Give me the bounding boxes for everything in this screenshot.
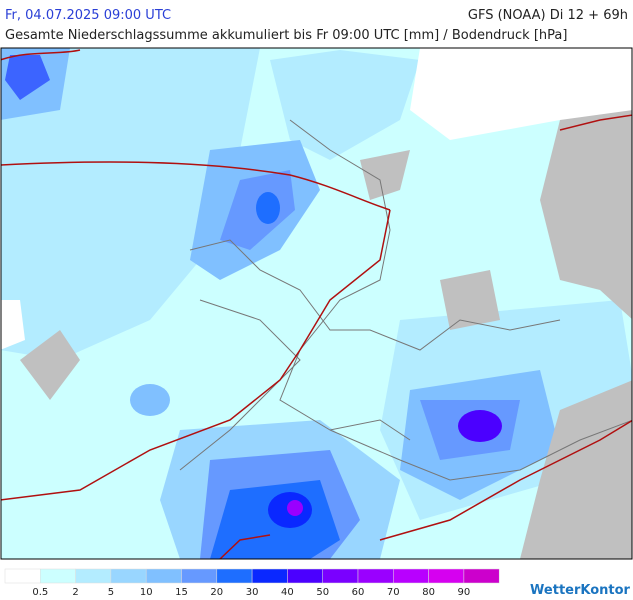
legend-swatch	[145, 568, 182, 584]
model: GFS (NOAA) Di 12 + 69h	[468, 8, 628, 23]
legend-label: 80	[422, 587, 435, 598]
legend-swatch	[181, 568, 218, 584]
legend-label: 0.5	[32, 587, 48, 598]
legend-label: 40	[281, 587, 294, 598]
legend-label: 5	[108, 587, 114, 598]
subtitle: Gesamte Niederschlagssumme akkumuliert b…	[5, 28, 567, 43]
legend-label: 10	[140, 587, 153, 598]
legend-swatch	[463, 568, 500, 584]
legend-label: 20	[210, 587, 223, 598]
legend-swatch	[4, 568, 41, 584]
legend-label: 60	[352, 587, 365, 598]
legend-swatch	[287, 568, 323, 584]
legend-label: 30	[246, 587, 259, 598]
legend-label: 70	[387, 587, 400, 598]
legend-swatch	[75, 568, 112, 584]
legend-label: 2	[72, 587, 78, 598]
legend-swatch	[393, 568, 429, 584]
logo: WetterKontor	[530, 583, 631, 598]
legend-swatch	[251, 568, 288, 584]
legend-label: 90	[458, 587, 471, 598]
legend-swatch	[110, 568, 147, 584]
legend-label: 50	[316, 587, 329, 598]
time: Fr, 04.07.2025 09:00 UTC	[5, 8, 171, 23]
legend-swatch	[322, 568, 359, 584]
legend-swatch	[40, 568, 76, 584]
legend-swatch	[216, 568, 253, 584]
legend-swatch	[357, 568, 394, 584]
map	[0, 47, 633, 560]
legend-swatch	[428, 568, 465, 584]
legend: 0.5 2 5 10 15 20 30 40 50 60 70 80 90	[4, 568, 500, 598]
legend-label: 15	[175, 587, 188, 598]
